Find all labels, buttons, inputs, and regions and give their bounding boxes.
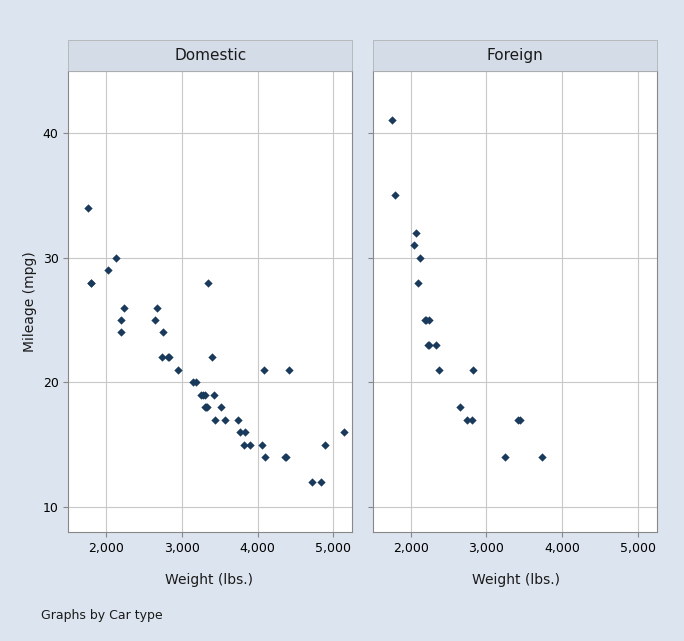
Point: [430, 340, 441, 350]
Point: [220, 415, 231, 425]
Point: [86, 278, 96, 288]
Point: [151, 303, 162, 313]
Point: [111, 253, 122, 263]
Point: [207, 353, 218, 363]
Point: [410, 228, 421, 238]
Point: [245, 440, 256, 450]
Point: [196, 390, 207, 400]
Text: Foreign: Foreign: [486, 47, 543, 63]
Point: [454, 402, 465, 412]
Point: [103, 265, 114, 275]
Point: [198, 390, 209, 400]
Point: [191, 377, 202, 387]
Point: [83, 203, 94, 213]
Point: [466, 415, 477, 425]
Point: [537, 452, 548, 462]
Point: [319, 440, 330, 450]
Point: [500, 452, 511, 462]
Point: [210, 415, 221, 425]
Point: [235, 427, 246, 437]
Point: [86, 278, 96, 288]
Text: Weight (lbs.): Weight (lbs.): [473, 573, 560, 587]
Point: [156, 353, 167, 363]
Point: [216, 402, 227, 412]
Point: [172, 365, 183, 375]
Point: [239, 427, 250, 437]
Point: [316, 477, 327, 487]
Point: [150, 315, 161, 325]
Point: [462, 415, 473, 425]
Point: [415, 253, 426, 263]
Point: [433, 365, 444, 375]
Y-axis label: Mileage (mpg): Mileage (mpg): [23, 251, 37, 352]
Point: [423, 315, 434, 325]
Point: [390, 190, 401, 201]
Point: [468, 365, 479, 375]
Point: [419, 315, 430, 325]
Point: [423, 340, 434, 350]
Text: Graphs by Car type: Graphs by Car type: [41, 609, 163, 622]
Point: [200, 402, 211, 412]
Point: [408, 240, 419, 250]
Point: [259, 365, 269, 375]
Point: [420, 315, 431, 325]
Point: [281, 452, 292, 462]
Point: [203, 278, 214, 288]
Point: [199, 390, 210, 400]
Point: [233, 415, 244, 425]
Text: Domestic: Domestic: [174, 47, 246, 63]
Point: [163, 353, 174, 363]
Point: [260, 452, 271, 462]
Point: [306, 477, 317, 487]
Point: [200, 402, 211, 412]
Point: [208, 390, 219, 400]
Point: [514, 415, 525, 425]
Point: [116, 328, 127, 338]
Point: [202, 402, 213, 412]
Point: [284, 365, 295, 375]
Text: Weight (lbs.): Weight (lbs.): [165, 573, 252, 587]
Point: [256, 440, 267, 450]
Point: [118, 303, 129, 313]
Point: [187, 377, 198, 387]
Point: [162, 353, 173, 363]
Point: [512, 415, 523, 425]
Point: [280, 452, 291, 462]
Point: [115, 315, 126, 325]
Point: [423, 340, 434, 350]
Point: [387, 115, 398, 126]
Point: [339, 427, 350, 437]
Point: [157, 328, 168, 338]
Point: [239, 440, 250, 450]
Point: [412, 278, 423, 288]
